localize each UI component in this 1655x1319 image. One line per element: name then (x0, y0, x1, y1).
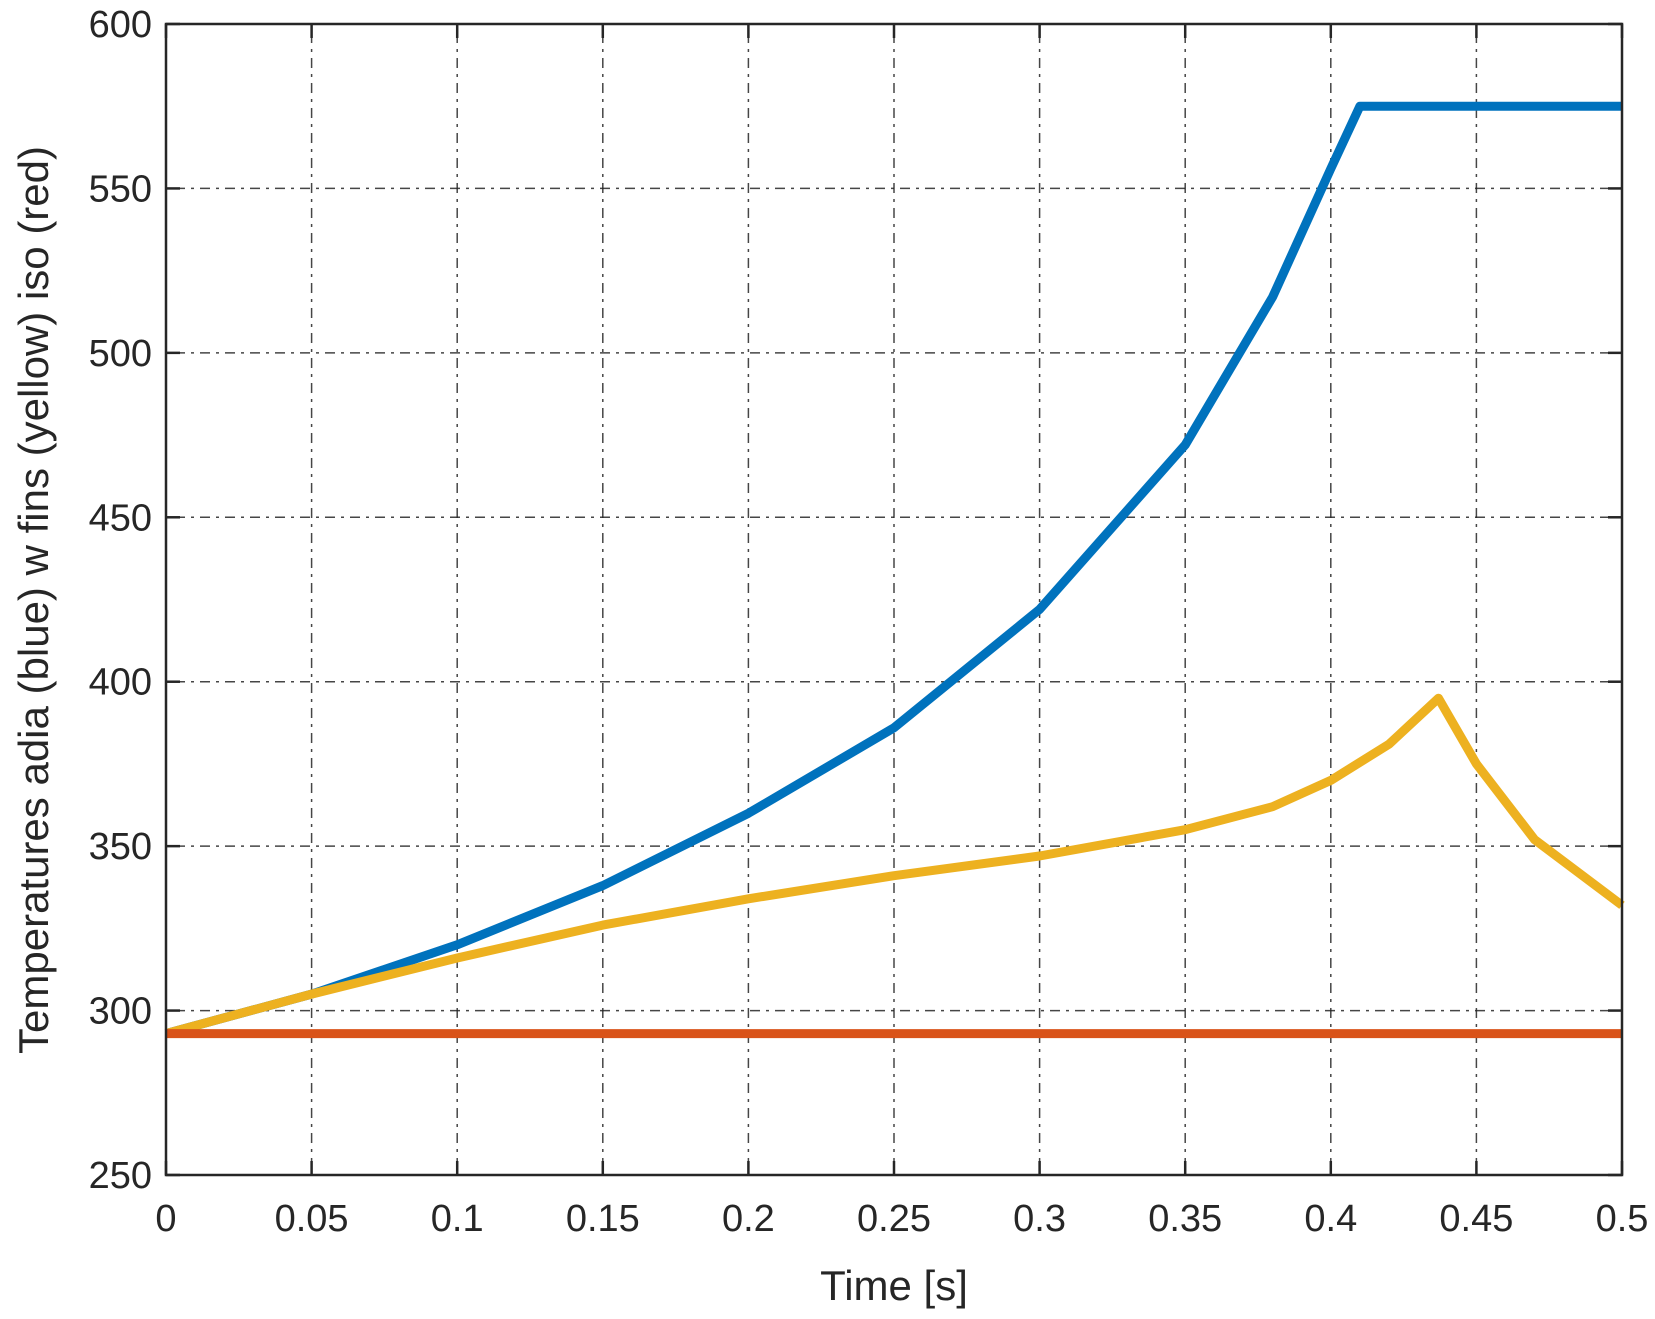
x-tick-label: 0.15 (566, 1198, 640, 1240)
y-tick-label: 400 (89, 662, 152, 704)
y-tick-label: 250 (89, 1155, 152, 1197)
x-tick-label: 0.5 (1596, 1198, 1649, 1240)
y-tick-label: 300 (89, 991, 152, 1033)
x-tick-label: 0.25 (857, 1198, 931, 1240)
x-tick-label: 0.4 (1304, 1198, 1357, 1240)
x-tick-label: 0 (155, 1198, 176, 1240)
x-tick-labels: 0 0.05 0.1 0.15 0.2 0.25 0.3 0.35 0.4 0.45 0.5 (155, 1198, 1648, 1240)
y-tick-label: 350 (89, 826, 152, 868)
series-layer (164, 101, 1625, 1039)
x-tick-label: 0.35 (1148, 1198, 1222, 1240)
series-line-blue (164, 101, 1622, 1038)
y-tick-labels: 250 300 350 400 450 500 550 600 (89, 4, 152, 1197)
x-tick-label: 0.45 (1439, 1198, 1513, 1240)
y-tick-label: 600 (89, 4, 152, 46)
x-tick-label: 0.05 (275, 1198, 349, 1240)
x-axis-label: Time [s] (820, 1262, 968, 1309)
axis-ticks (164, 22, 1624, 1177)
y-tick-label: 550 (89, 168, 152, 210)
series-line-yellow (164, 693, 1625, 1038)
y-axis-label: Temperatures adia (blue) w fins (yellow)… (10, 146, 57, 1054)
x-tick-label: 0.3 (1013, 1198, 1066, 1240)
grid-lines (166, 24, 1622, 1175)
x-tick-label: 0.1 (431, 1198, 484, 1240)
x-tick-label: 0.2 (722, 1198, 775, 1240)
y-tick-label: 450 (89, 497, 152, 539)
y-tick-label: 500 (89, 333, 152, 375)
